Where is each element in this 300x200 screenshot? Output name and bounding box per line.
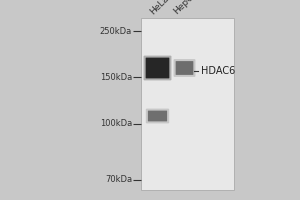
Text: HepG2: HepG2 [172, 0, 200, 16]
FancyBboxPatch shape [174, 59, 196, 77]
Text: 100kDa: 100kDa [100, 119, 132, 129]
Text: 250kDa: 250kDa [100, 26, 132, 36]
FancyBboxPatch shape [148, 111, 167, 121]
Text: 150kDa: 150kDa [100, 72, 132, 82]
Text: HeLa: HeLa [148, 0, 171, 16]
FancyBboxPatch shape [144, 56, 172, 80]
Text: 70kDa: 70kDa [105, 176, 132, 184]
Text: HDAC6: HDAC6 [201, 66, 235, 76]
FancyBboxPatch shape [146, 58, 169, 78]
FancyBboxPatch shape [176, 61, 194, 75]
Bar [141, 18, 234, 190]
FancyBboxPatch shape [146, 109, 169, 123]
